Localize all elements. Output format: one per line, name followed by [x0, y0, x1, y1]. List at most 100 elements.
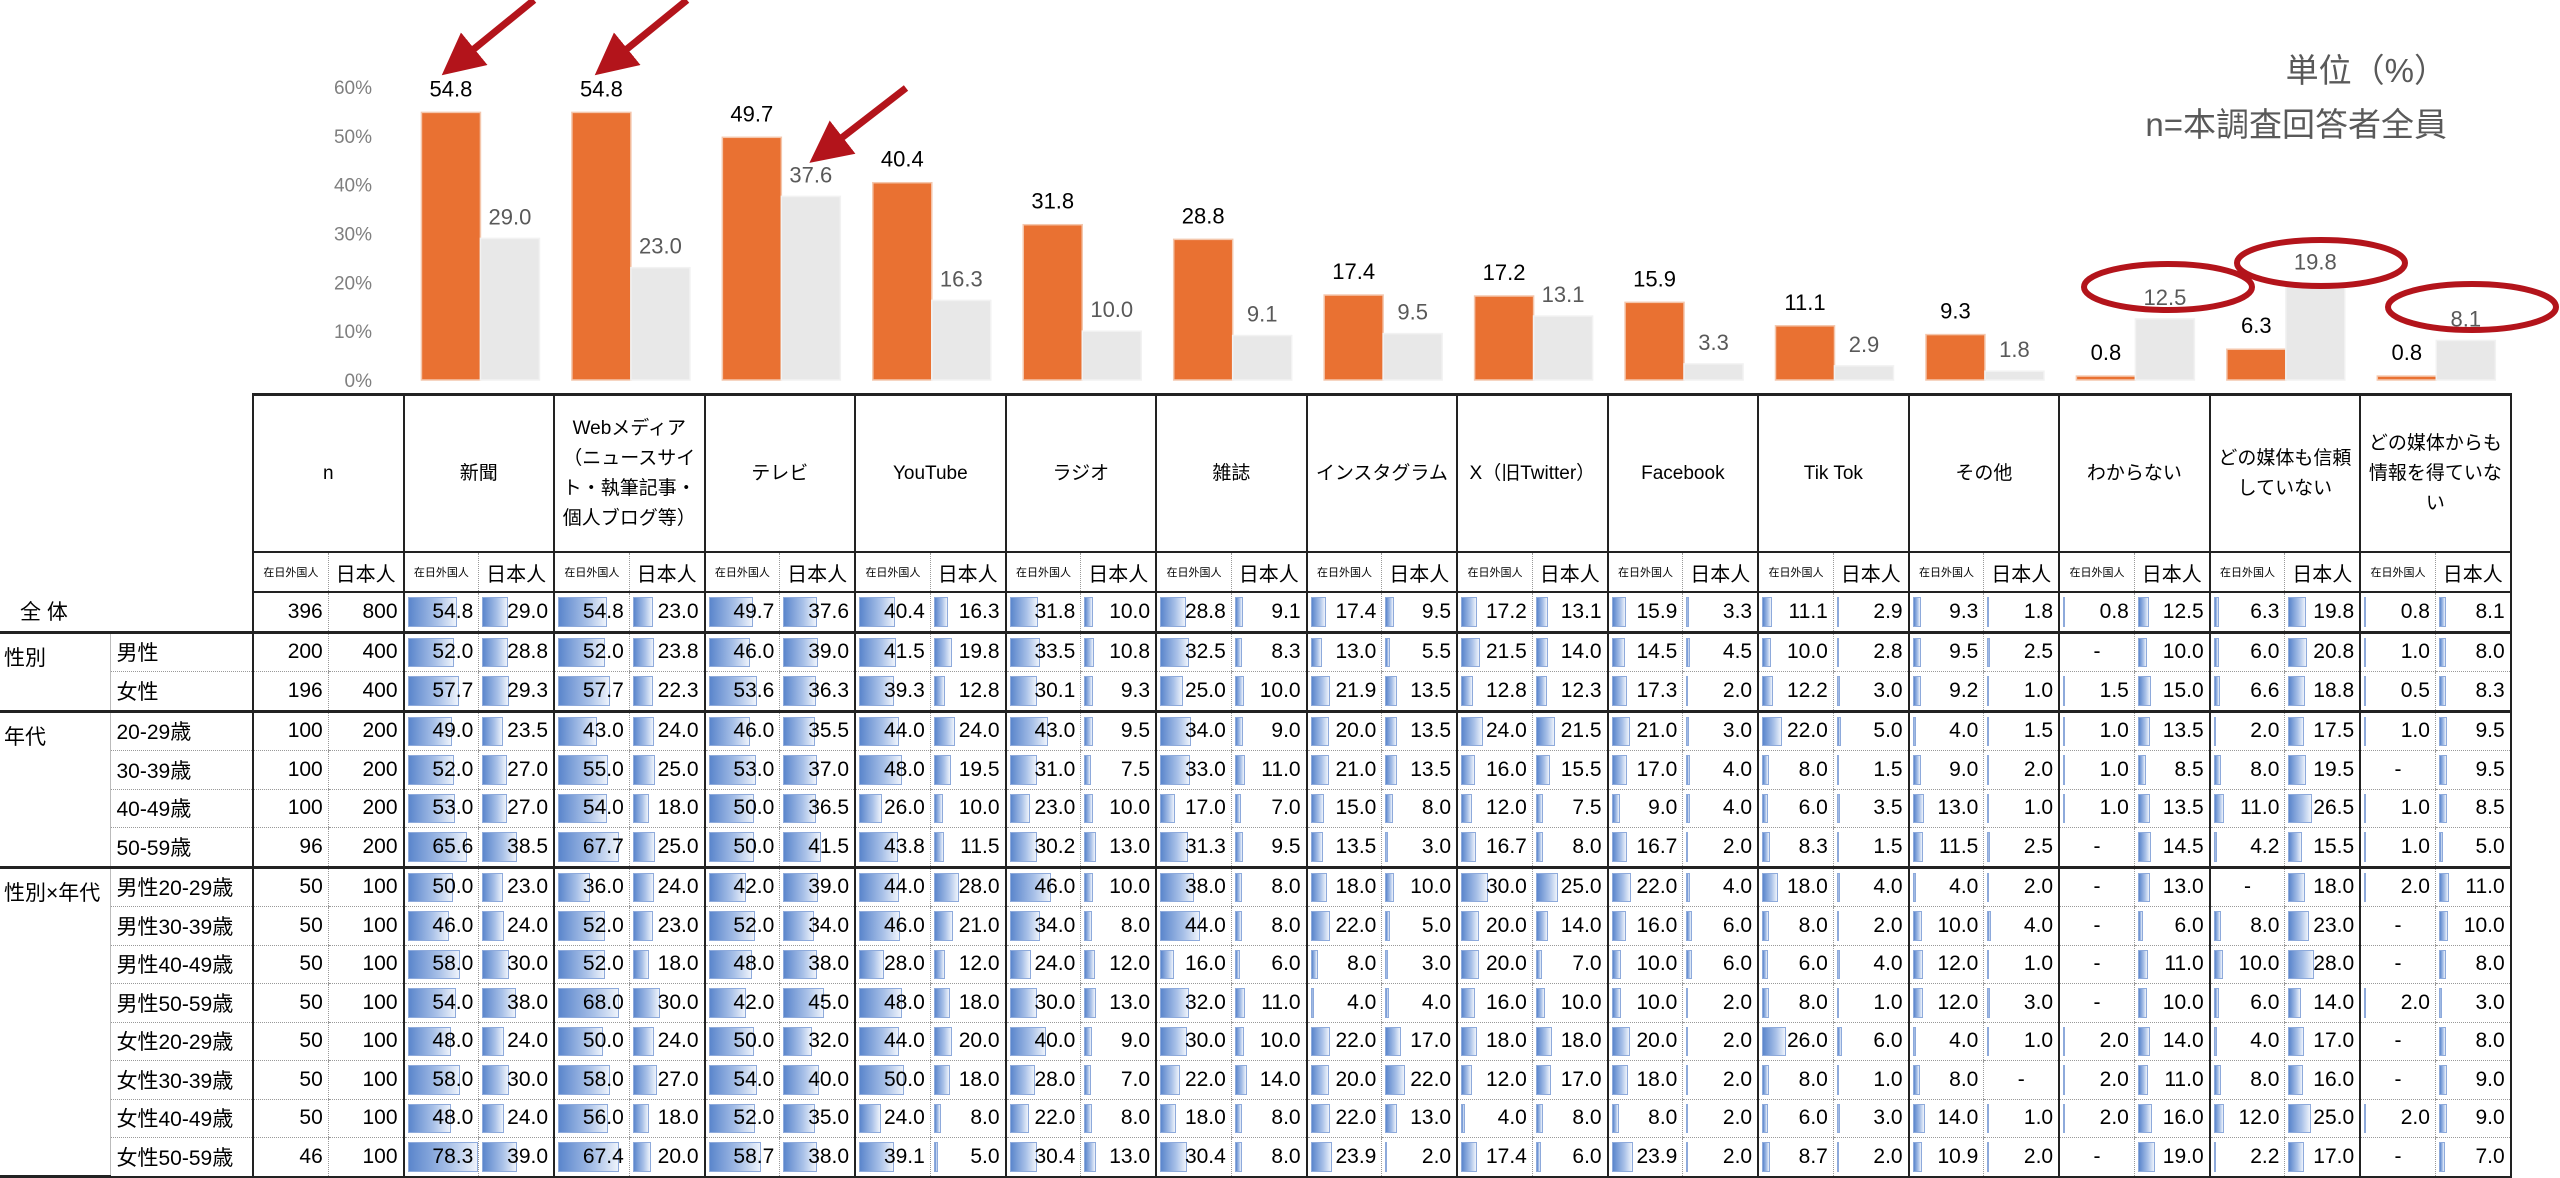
cell-data-bar — [1535, 637, 1549, 667]
value-cell: 21.9 — [1305, 671, 1382, 713]
cell-value: 13.0 — [2162, 875, 2204, 899]
row-label: 女性20-29歳 — [110, 1022, 254, 1061]
cell-data-bar — [1912, 832, 1923, 862]
cell-data-bar — [1686, 832, 1689, 862]
cell-value: 8.0 — [2250, 757, 2280, 781]
cell-value: 18.0 — [1560, 1029, 1602, 1053]
value-cell: 18.0 — [1305, 867, 1382, 907]
value-cell: 18.0 — [628, 789, 705, 828]
cell-value: 11.0 — [2465, 875, 2505, 899]
cell-data-bar — [482, 988, 517, 1018]
cell-value: 16.0 — [1485, 990, 1527, 1014]
cell-data-bar — [1160, 716, 1191, 746]
value-cell: 38.0 — [779, 1137, 856, 1178]
value-cell: 30.0 — [1004, 983, 1081, 1023]
cell-value: 14.0 — [1560, 913, 1602, 937]
column-header: n — [252, 393, 405, 553]
cell-data-bar — [859, 676, 895, 706]
value-cell: 10.0 — [1080, 867, 1157, 907]
cell-value: 1.0 — [2400, 719, 2430, 743]
n-cell: 50 — [251, 906, 329, 946]
cell-data-bar — [1234, 949, 1241, 979]
value-cell: 1.5 — [2058, 671, 2135, 713]
value-cell: 54.8 — [402, 592, 479, 634]
value-cell: 11.5 — [929, 827, 1006, 869]
cell-data-bar — [933, 755, 952, 785]
cell-data-bar — [933, 793, 943, 823]
cell-data-bar — [1535, 832, 1544, 862]
cell-data-bar — [482, 1103, 504, 1133]
cell-value: - — [2093, 990, 2101, 1014]
cell-data-bar — [1912, 911, 1922, 941]
cell-data-bar — [407, 949, 460, 979]
cell-data-bar — [1686, 676, 1689, 706]
cell-data-bar — [1686, 597, 1690, 627]
value-cell: 0.5 — [2359, 671, 2436, 713]
value-cell: 13.5 — [1305, 827, 1382, 869]
cell-value: 100 — [287, 719, 323, 743]
cell-value: 17.0 — [1184, 796, 1226, 820]
cell-value: 6.3 — [2250, 599, 2280, 623]
cell-value: 22.0 — [1335, 913, 1377, 937]
n-cell: 46 — [251, 1137, 329, 1178]
value-cell: 48.0 — [854, 750, 931, 790]
cell-value: 78.3 — [432, 1144, 474, 1168]
cell-data-bar — [1535, 949, 1543, 979]
value-cell: 2.0 — [1682, 1060, 1759, 1100]
cell-value: 25.0 — [657, 757, 699, 781]
cell-data-bar — [2213, 1065, 2221, 1095]
cell-data-bar — [1686, 949, 1692, 979]
value-cell: 19.5 — [2284, 750, 2361, 790]
value-cell: 14.0 — [1531, 632, 1608, 672]
cell-value: 8.0 — [970, 1106, 1000, 1130]
cell-value: 9.5 — [1271, 834, 1301, 858]
cell-value: 12.8 — [1485, 678, 1527, 702]
bar-foreign — [2376, 375, 2438, 381]
value-cell: 7.0 — [2434, 1137, 2512, 1178]
row-label: 女性40-49歳 — [110, 1099, 254, 1138]
cell-value: 9.0 — [2475, 1106, 2505, 1130]
value-cell: 16.0 — [1155, 945, 1232, 984]
cell-data-bar — [1160, 872, 1195, 902]
value-cell: 11.0 — [1230, 750, 1307, 790]
column-header: ラジオ — [1004, 393, 1158, 553]
cell-data-bar — [1836, 637, 1840, 667]
cell-data-bar — [1310, 597, 1327, 627]
cell-data-bar — [407, 1103, 451, 1133]
cell-data-bar — [632, 755, 656, 785]
cell-value: 46.0 — [733, 640, 775, 664]
cell-value: 13.1 — [1560, 599, 1602, 623]
cell-value: 57.7 — [432, 678, 474, 702]
value-cell: 2.0 — [1682, 827, 1759, 869]
n-cell: 50 — [251, 867, 329, 907]
row-label: 30-39歳 — [110, 750, 254, 790]
cell-value: 13.0 — [1109, 1144, 1151, 1168]
value-cell: 1.0 — [2058, 711, 2135, 751]
value-cell: 25.0 — [628, 750, 705, 790]
cell-data-bar — [1987, 1026, 1990, 1056]
cell-data-bar — [1084, 676, 1093, 706]
value-cell: 37.6 — [779, 592, 856, 634]
cell-data-bar — [1310, 1065, 1329, 1095]
cell-value: 37.0 — [808, 757, 850, 781]
bar-foreign — [1172, 238, 1234, 381]
value-cell: 4.0 — [1983, 906, 2060, 946]
cell-data-bar — [1987, 988, 1991, 1018]
bar-foreign — [1473, 295, 1535, 381]
cell-data-bar — [1611, 637, 1625, 667]
cell-data-bar — [1762, 716, 1782, 746]
value-cell: 20.8 — [2284, 632, 2361, 672]
value-cell: 14.5 — [1606, 632, 1683, 672]
cell-value: 44.0 — [883, 875, 925, 899]
cell-value: 10.0 — [1560, 990, 1602, 1014]
cell-data-bar — [1009, 676, 1037, 706]
cell-value: 9.5 — [1120, 719, 1151, 743]
cell-data-bar — [558, 988, 620, 1018]
value-cell: - — [2359, 945, 2436, 984]
value-cell: 13.0 — [2133, 867, 2210, 907]
cell-value: 5.0 — [2475, 834, 2505, 858]
cell-value: 48.0 — [432, 1029, 474, 1053]
cell-value: 20.8 — [2313, 640, 2355, 664]
cell-value: 24.0 — [883, 1106, 925, 1130]
cell-data-bar — [1836, 911, 1839, 941]
